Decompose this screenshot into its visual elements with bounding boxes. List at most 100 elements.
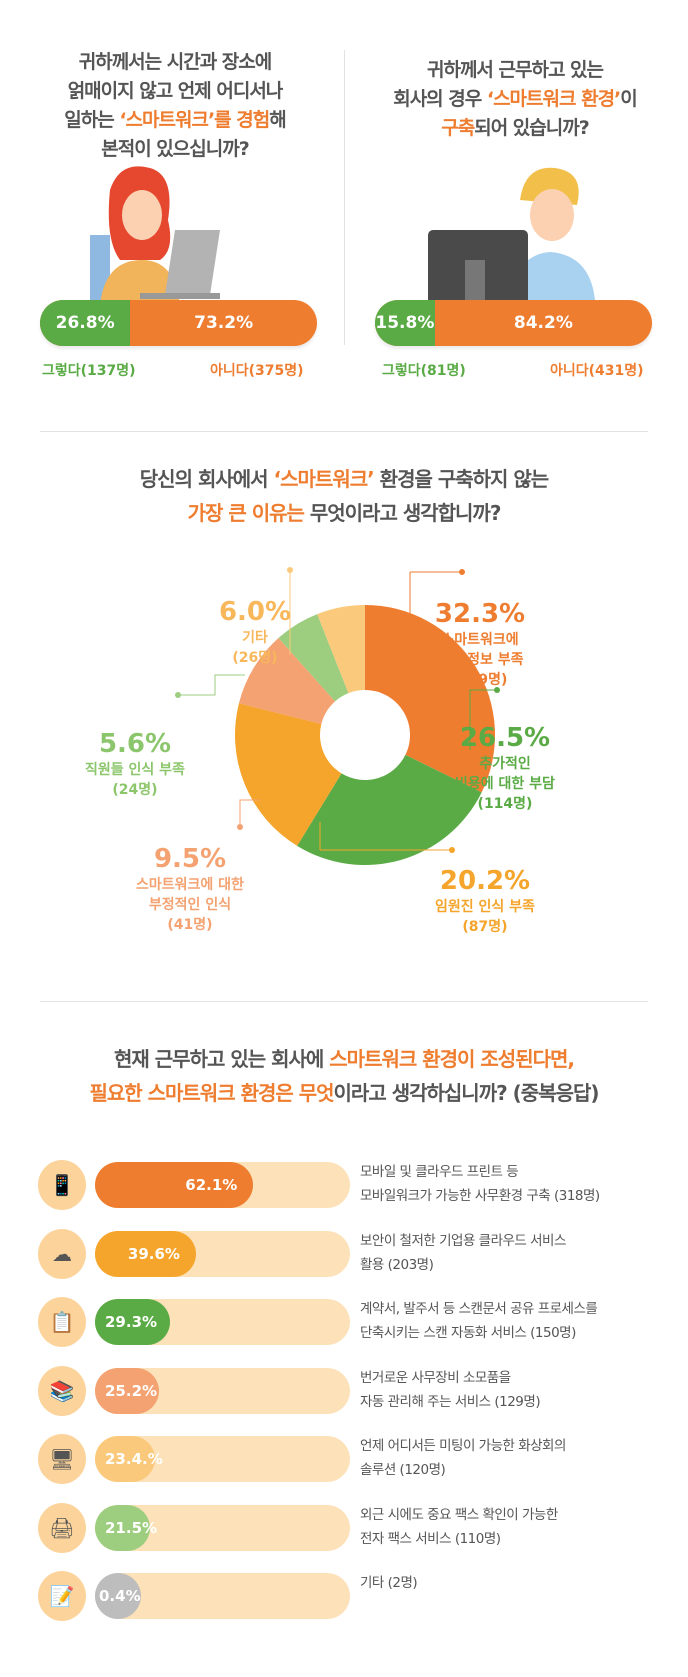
title-text: 무엇이라고 생각합니까? [303, 501, 502, 525]
fax-printer-icon: 🖨 [38, 1502, 86, 1553]
slice-count: (26명) [232, 650, 278, 666]
pie-slice [235, 703, 342, 846]
slice-pct: 32.3% [434, 599, 526, 629]
slice-text: 기타 [242, 630, 268, 646]
slice-count: (87명) [462, 919, 508, 935]
bar-row: ☁ 39.6% 보안이 철저한 기업용 클라우드 서비스 활용 (203명) [38, 1228, 678, 1279]
question-highlight: 구축 [441, 117, 475, 139]
bar-row: 📝 0.4% 기타 (2명) [38, 1571, 678, 1621]
pie-slice [238, 637, 336, 725]
slice-text: 스마트워크에 대한 부정적인 인식 [136, 877, 244, 913]
binders-icon: 📚 [38, 1365, 86, 1416]
bar-track: 21.5% [95, 1504, 350, 1551]
slice-pct: 6.0% [218, 597, 292, 627]
leader-dot [494, 687, 500, 693]
no-label: 아니다(375명) [210, 363, 304, 379]
title-highlight: 가장 큰 이유는 [187, 501, 305, 525]
yes-label: 그렇다(137명) [42, 363, 136, 379]
slice-pct: 26.5% [459, 723, 551, 753]
bar-row: 🖨 21.5% 외근 시에도 중요 팩스 확인이 가능한 전자 팩스 서비스 (… [38, 1502, 678, 1553]
question-text: 귀하께서 근무하고 있는 회사의 경우 [393, 59, 604, 110]
bar-track: 25.2% [95, 1367, 350, 1414]
slice-label-cost: 26.5% 추가적인 비용에 대한 부담 (114명) [430, 722, 580, 814]
bar-track: 0.4% [95, 1573, 350, 1619]
bar-label: 언제 어디서든 미팅이 가능한 화상회의 솔루션 (120명) [360, 1438, 566, 1478]
slice-label-negative: 9.5% 스마트워크에 대한 부정적인 인식 (41명) [110, 843, 270, 935]
bar-label: 기타 (2명) [360, 1575, 418, 1591]
no-label: 아니다(431명) [550, 363, 644, 379]
question-highlight: ‘스마트워크’를 경험 [119, 109, 270, 131]
bar-row: 📱 62.1% 모바일 및 클라우드 프린트 등 모바일워크가 가능한 사무환경… [38, 1160, 678, 1210]
question-text: 이 [620, 88, 638, 110]
leader-dot [449, 847, 455, 853]
slice-text: 스마트워크에 대한 정보 부족 [436, 632, 524, 668]
title-text: 이라고 생각하십니까? (중복응답) [333, 1081, 600, 1105]
question-text: 귀하께서는 시간과 장소에 얽매이지 않고 언제 어디서나 일하는 [64, 51, 283, 131]
environment-bar: 15.8% 84.2% [375, 300, 652, 346]
bar-label: 번거로운 사무장비 소모품을 자동 관리해 주는 서비스 (129명) [360, 1369, 541, 1410]
yes-segment: 15.8% [375, 300, 435, 346]
pie-slice [317, 605, 365, 694]
bar-fill: 21.5% [95, 1504, 157, 1551]
cloud-upload-icon: ☁ [38, 1228, 86, 1279]
slice-count: (139명) [452, 672, 508, 688]
leader-dot [459, 569, 465, 575]
clipboard-icon: 📋 [38, 1297, 86, 1347]
bar-label: 보안이 철저한 기업용 클라우드 서비스 활용 (203명) [360, 1232, 566, 1273]
bar-fill: 39.6% [95, 1230, 196, 1277]
slice-text: 추가적인 비용에 대한 부담 [455, 756, 555, 792]
bar-row: 🖥 23.4.% 언제 어디서든 미팅이 가능한 화상회의 솔루션 (120명) [38, 1434, 678, 1484]
man-computer-illustration [428, 167, 595, 305]
question-smartwork-environment: 귀하께서 근무하고 있는 회사의 경우 ‘스마트워크 환경’이 구축되어 있습니… [360, 56, 670, 143]
leader-dot [237, 824, 243, 830]
yes-segment: 26.8% [40, 300, 131, 346]
question-smartwork-experience: 귀하께서는 시간과 장소에 얽매이지 않고 언제 어디서나 일하는 ‘스마트워크… [20, 48, 330, 164]
bar-track: 39.6% [95, 1230, 350, 1277]
title-highlight: ‘스마트워크’ [273, 467, 375, 491]
bar-fill: 23.4.% [95, 1436, 163, 1482]
bar-fill: 25.2% [95, 1367, 160, 1414]
slice-count: (114명) [477, 796, 533, 812]
bar-label: 모바일 및 클라우드 프린트 등 모바일워크가 가능한 사무환경 구축 (318… [360, 1164, 600, 1204]
leader-dot [175, 692, 181, 698]
title-text: 당신의 회사에서 [139, 467, 274, 491]
yes-label: 그렇다(81명) [382, 363, 466, 379]
slice-text: 직원들 인식 부족 [85, 762, 185, 778]
leader-line [180, 674, 245, 696]
slice-label-other: 6.0% 기타 (26명) [200, 596, 310, 668]
slice-count: (24명) [112, 782, 158, 798]
leader-line [239, 799, 260, 825]
bar-label: 계약서, 발주서 등 스캔문서 공유 프로세스를 단축시키는 스캔 자동화 서비… [360, 1301, 598, 1341]
slice-label-staff: 5.6% 직원들 인식 부족 (24명) [60, 728, 210, 800]
video-conference-icon: 🖥 [38, 1434, 86, 1484]
bar-fill: 0.4% [95, 1573, 141, 1619]
slice-pct: 5.6% [98, 729, 172, 759]
question-text: 되어 있습니까? [474, 117, 590, 139]
question-highlight: ‘스마트워크 환경’ [486, 88, 621, 110]
bar-track: 29.3% [95, 1299, 350, 1345]
bar-fill: 62.1% [95, 1162, 254, 1208]
slice-label-info-lack: 32.3% 스마트워크에 대한 정보 부족 (139명) [405, 598, 555, 690]
pie-question-title: 당신의 회사에서 ‘스마트워크’ 환경을 구축하지 않는 가장 큰 이유는 무엇… [0, 462, 688, 530]
bar-track: 62.1% [95, 1162, 350, 1208]
slice-pct: 9.5% [153, 844, 227, 874]
no-segment: 84.2% [513, 313, 573, 333]
woman-laptop-illustration [90, 166, 220, 305]
question-text: 해 본적이 있으십니까? [101, 109, 286, 160]
bar-fill: 29.3% [95, 1299, 170, 1345]
bar-label: 외근 시에도 중요 팩스 확인이 가능한 전자 팩스 서비스 (110명) [360, 1506, 558, 1547]
bar-question-title: 현재 근무하고 있는 회사에 스마트워크 환경이 조성된다면, 필요한 스마트워… [0, 1042, 688, 1110]
section-divider [40, 431, 648, 432]
slice-label-executive: 20.2% 임원진 인식 부족 (87명) [410, 865, 560, 937]
leader-dot [287, 567, 293, 573]
mobile-phone-icon: 📱 [38, 1160, 86, 1210]
slice-pct: 20.2% [439, 866, 531, 896]
slice-text: 임원진 인식 부족 [435, 899, 535, 915]
leader-line [319, 822, 450, 851]
no-segment: 73.2% [194, 313, 254, 333]
slice-count: (41명) [167, 917, 213, 933]
title-text: 현재 근무하고 있는 회사에 [114, 1047, 330, 1071]
experience-bar: 26.8% 73.2% [40, 300, 317, 346]
bar-track: 23.4.% [95, 1436, 350, 1482]
title-highlight: 필요한 스마트워크 환경은 무엇 [89, 1081, 334, 1105]
